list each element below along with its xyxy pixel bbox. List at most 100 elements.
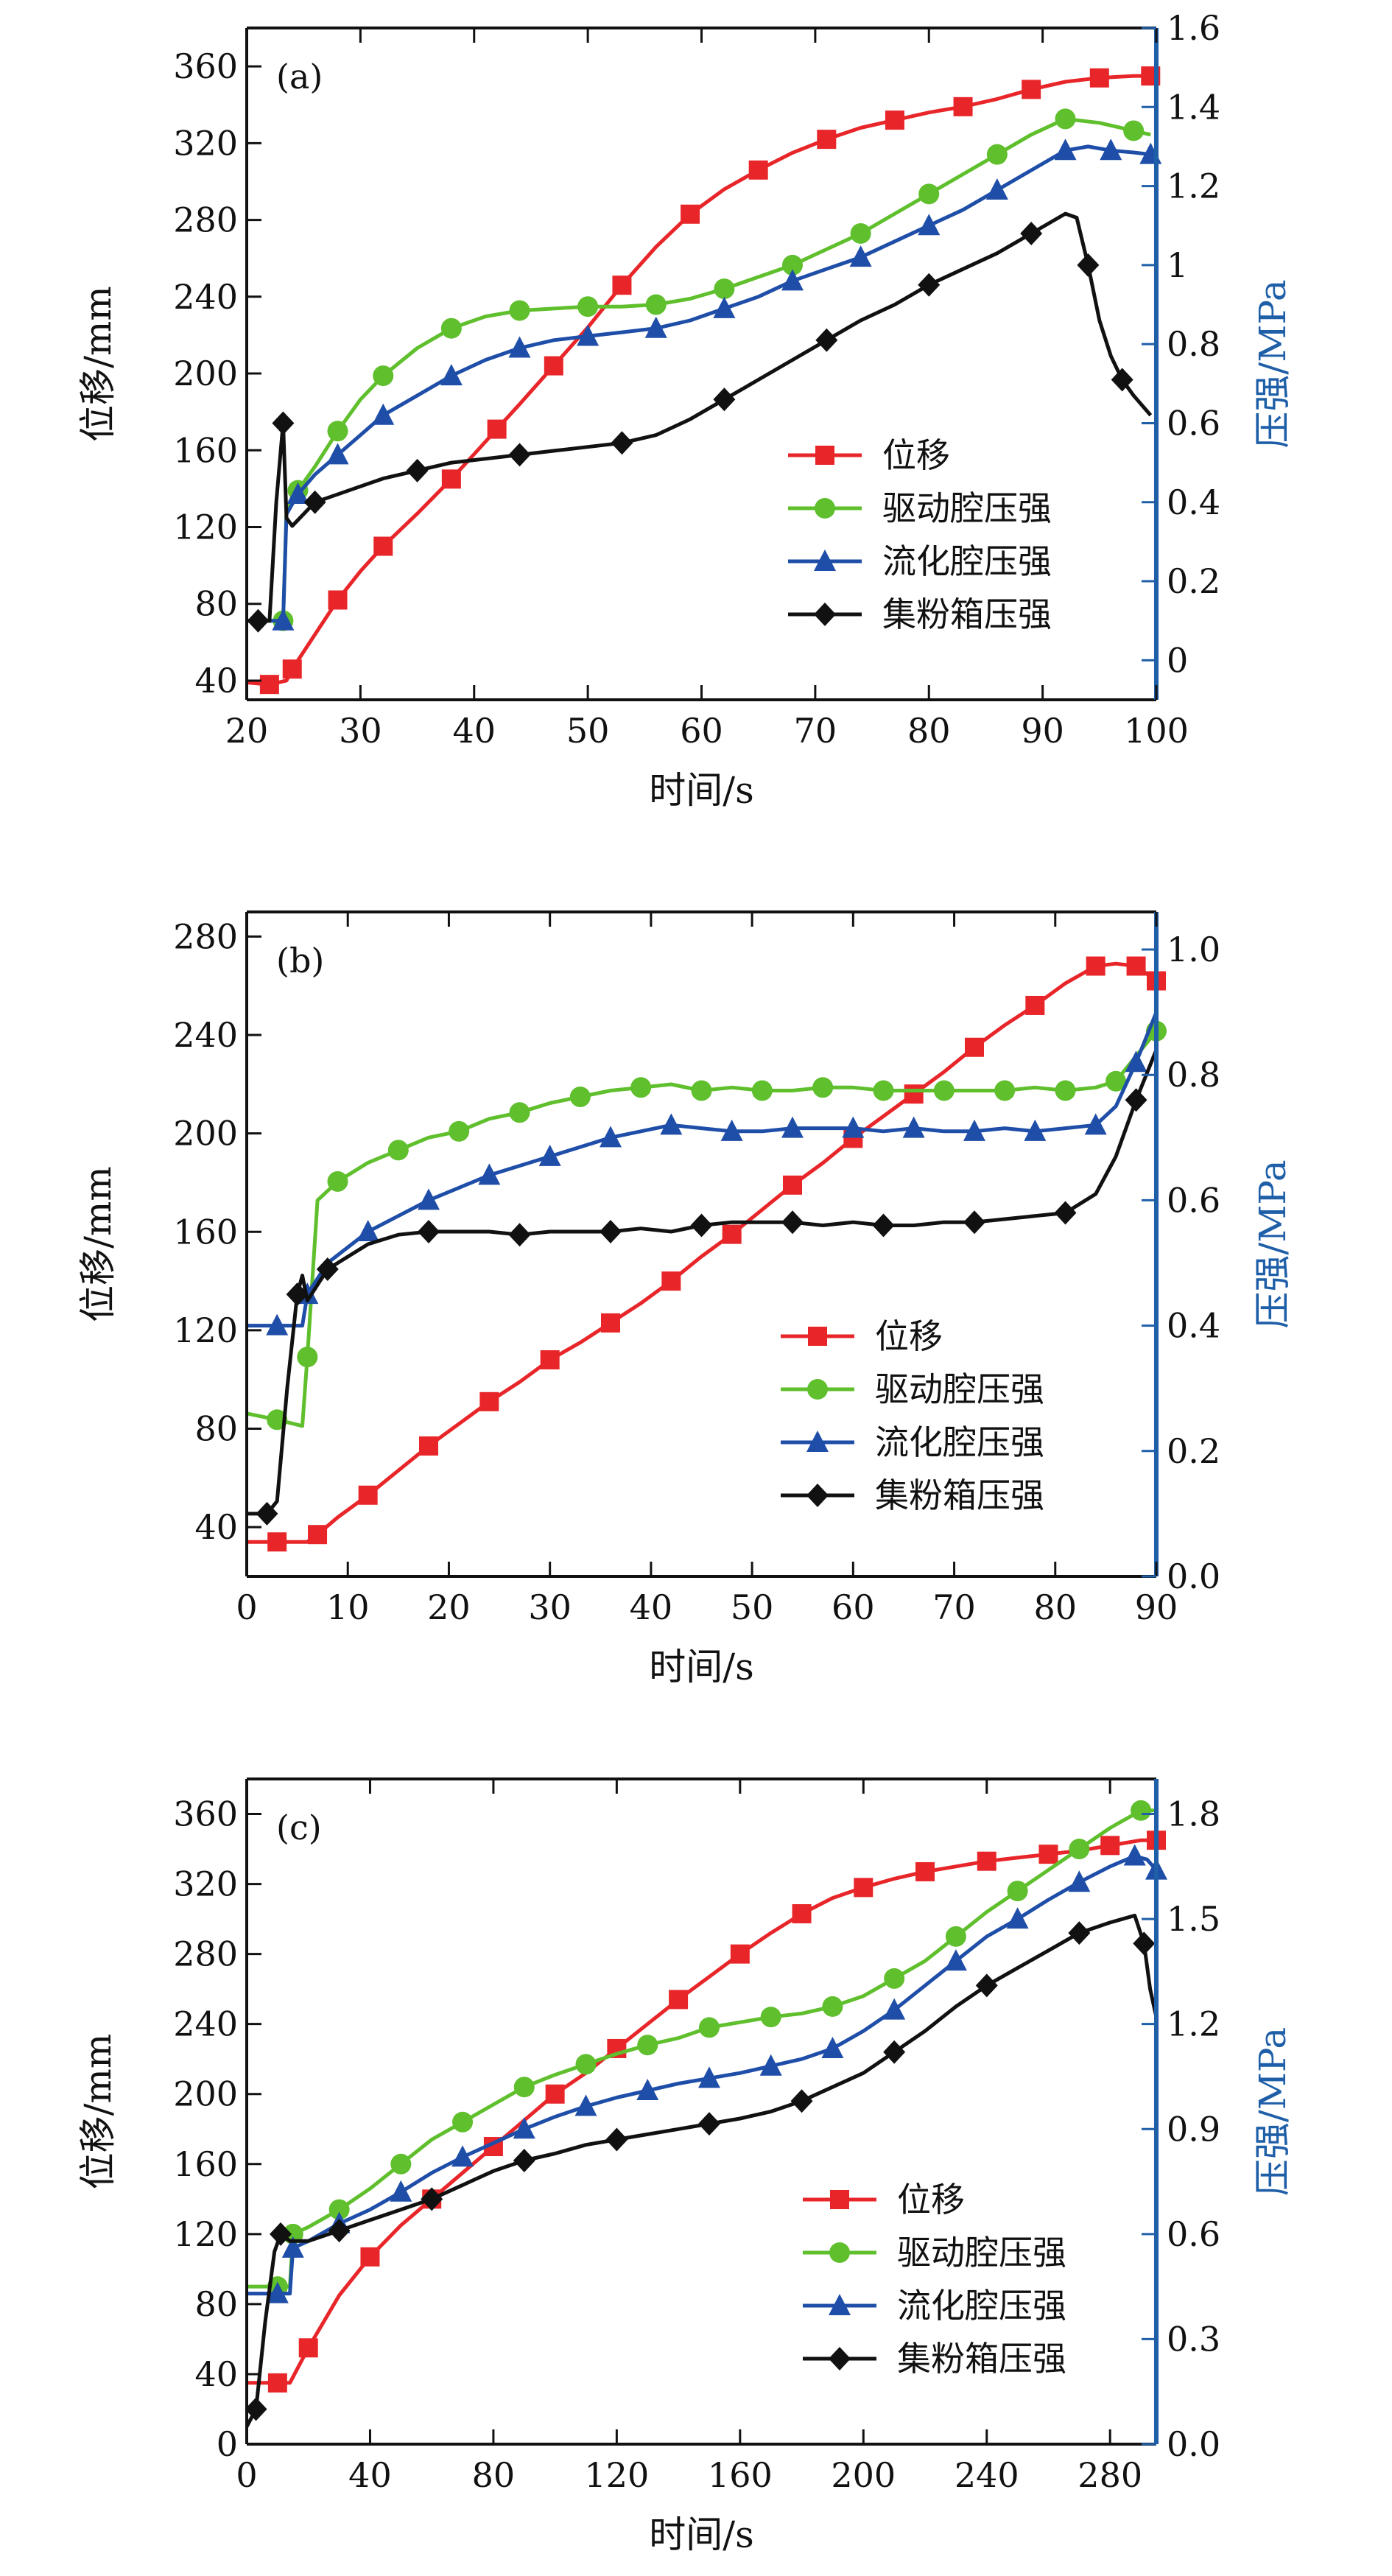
y-axis-label: 位移/mm	[77, 1166, 119, 1322]
data-point	[944, 1949, 967, 1971]
data-point	[713, 387, 736, 412]
data-point	[918, 214, 941, 236]
data-point	[611, 431, 633, 455]
data-point	[601, 1313, 620, 1333]
data-point	[1126, 956, 1146, 976]
y2-tick-label: 0.2	[1167, 561, 1220, 601]
data-point	[266, 1313, 289, 1336]
x-tick-label: 90	[1135, 1587, 1178, 1627]
legend-label: 流化腔压强	[897, 2286, 1066, 2326]
x-axis-label: 时间/s	[649, 769, 754, 812]
x-tick-label: 20	[225, 711, 269, 751]
data-point	[636, 2078, 659, 2100]
y-tick-label: 320	[173, 1864, 238, 1904]
data-point	[792, 1903, 812, 1923]
x-tick-label: 0	[236, 1587, 257, 1627]
legend-label: 驱动腔压强	[875, 1369, 1044, 1409]
legend-label: 流化腔压强	[882, 541, 1052, 581]
data-point	[915, 1861, 935, 1881]
data-point	[270, 2222, 292, 2246]
data-point	[781, 1116, 804, 1138]
y-tick-label: 240	[173, 1015, 238, 1055]
data-point	[975, 1973, 998, 1998]
y2-tick-label: 0.8	[1167, 324, 1220, 364]
y-tick-label: 40	[194, 1507, 238, 1547]
data-point	[883, 1998, 906, 2020]
legend-marker	[814, 550, 836, 571]
data-point	[918, 273, 941, 297]
data-point	[358, 1485, 378, 1505]
data-point	[479, 1391, 499, 1411]
x-tick-label: 20	[427, 1587, 471, 1627]
data-point	[1086, 956, 1105, 976]
series-line-3	[245, 1913, 1159, 2428]
data-point	[287, 482, 309, 505]
y-tick-label: 360	[173, 46, 238, 86]
y-tick-label: 240	[173, 2004, 238, 2044]
x-tick-label: 40	[630, 1587, 673, 1627]
data-point	[298, 2338, 318, 2358]
y2-tick-label: 1.2	[1167, 2004, 1220, 2044]
data-point	[1077, 253, 1100, 277]
data-point	[478, 1163, 501, 1185]
data-point	[644, 316, 667, 338]
data-point	[637, 2035, 658, 2056]
data-point	[759, 2054, 782, 2076]
legend-marker	[815, 498, 835, 519]
data-point	[854, 1878, 873, 1898]
data-point	[748, 160, 768, 180]
y-tick-label: 120	[173, 1310, 238, 1350]
data-point	[373, 365, 394, 387]
y2-tick-label: 0.6	[1167, 403, 1220, 443]
data-point	[267, 1532, 287, 1552]
data-point	[902, 1116, 925, 1138]
legend-label: 驱动腔压强	[882, 488, 1052, 528]
x-tick-label: 30	[528, 1587, 572, 1627]
data-point	[247, 608, 270, 633]
data-point	[963, 1119, 985, 1141]
x-tick-label: 80	[907, 711, 951, 751]
data-point	[508, 443, 531, 467]
data-point	[690, 1213, 713, 1238]
legend-label: 驱动腔压强	[897, 2233, 1066, 2273]
data-point	[544, 356, 563, 376]
data-point	[1068, 1870, 1091, 1892]
data-point	[1125, 1088, 1147, 1112]
data-point	[1068, 1921, 1091, 1945]
data-point	[449, 1120, 470, 1142]
data-point	[508, 1223, 531, 1247]
x-tick-label: 160	[708, 2455, 773, 2495]
x-tick-label: 200	[831, 2455, 896, 2495]
x-tick-label: 70	[932, 1587, 976, 1627]
data-point	[781, 269, 804, 291]
data-point	[451, 2145, 474, 2167]
series-line-3	[247, 1049, 1159, 1516]
data-point	[1084, 1113, 1107, 1135]
y2-tick-label: 0.4	[1167, 482, 1220, 522]
data-point	[817, 130, 837, 150]
data-point	[1069, 1839, 1090, 1860]
legend-label: 位移	[897, 2180, 965, 2219]
data-point	[245, 2397, 267, 2421]
data-point	[282, 659, 302, 679]
data-point	[790, 2089, 813, 2113]
y2-axis-label: 压强/MPa	[1251, 279, 1294, 448]
data-point	[303, 490, 326, 514]
data-point	[697, 2112, 720, 2136]
data-point	[540, 1350, 560, 1370]
data-point	[720, 1119, 743, 1141]
y2-tick-label: 1.6	[1167, 8, 1220, 48]
data-point	[418, 1219, 440, 1243]
data-point	[1100, 138, 1122, 161]
data-point	[713, 296, 736, 318]
legend-marker	[807, 1379, 828, 1400]
y-tick-label: 160	[173, 1212, 238, 1252]
data-point	[513, 2149, 535, 2173]
data-point	[577, 324, 600, 346]
data-point	[538, 1144, 561, 1166]
panel-label: (b)	[276, 941, 324, 980]
y-tick-label: 80	[194, 1409, 238, 1449]
y2-tick-label: 0.2	[1167, 1431, 1220, 1471]
series-line-1	[246, 1030, 1158, 1428]
